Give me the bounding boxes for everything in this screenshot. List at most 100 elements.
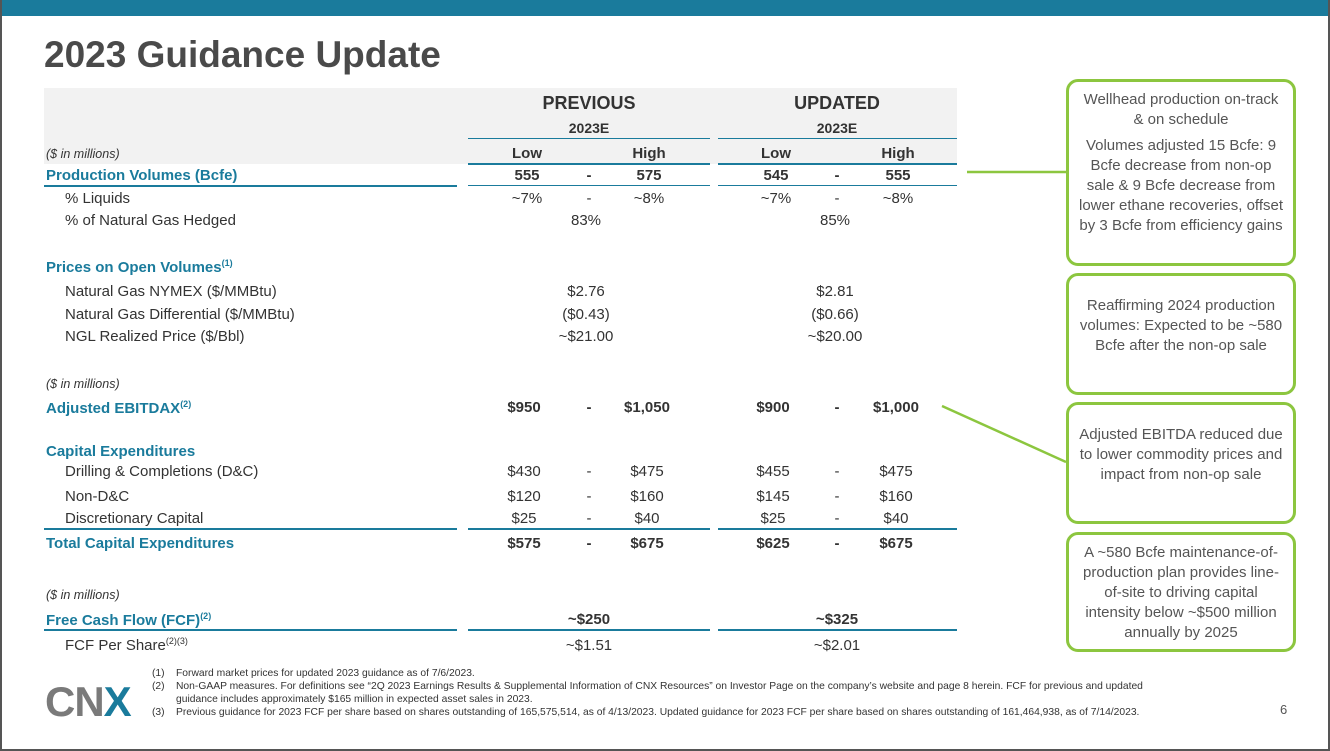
updated-year: 2023E (816, 120, 858, 136)
ebitdax-upd-high: $1,000 (873, 399, 919, 416)
nondc-prev-high: $160 (630, 488, 664, 505)
dc-prev-low: $430 (507, 463, 541, 480)
dc-upd-high: $475 (879, 463, 913, 480)
units-label-3: ($ in millions) (46, 588, 120, 602)
hedged-upd: 85% (819, 212, 851, 229)
cnx-logo: CNX (45, 678, 132, 725)
fcf-per-share-label: FCF Per Share(2)(3) (65, 636, 188, 654)
total-upd-high: $675 (879, 535, 913, 552)
disc-label-rule (44, 528, 457, 530)
ngl-upd: ~$20.00 (807, 328, 863, 345)
prod-upd-low: 545 (763, 167, 789, 184)
prod-prev-low: 555 (514, 167, 540, 184)
callout-maintenance-plan: A ~580 Bcfe maintenance-of-production pl… (1066, 532, 1296, 652)
hedged-prev: 83% (570, 212, 602, 229)
ebitdax-prev-low: $950 (507, 399, 541, 416)
fcfps-prev: ~$1.51 (565, 637, 613, 654)
disc-prev-rule (468, 528, 710, 530)
dc-upd-dash: - (834, 463, 840, 480)
liquids-upd-high: ~8% (882, 190, 914, 207)
ebitdax-prev-high: $1,050 (624, 399, 670, 416)
liquids-prev-dash: - (586, 190, 592, 207)
prev-low-header: Low (512, 145, 542, 162)
connector-ebitdax (941, 404, 1067, 464)
callout-production-line1: Wellhead production on-track & on schedu… (1083, 91, 1279, 128)
callout-2024-text: Reaffirming 2024 production volumes: Exp… (1079, 297, 1283, 354)
nondc-prev-dash: - (586, 488, 592, 505)
callout-production: Wellhead production on-track & on schedu… (1066, 79, 1296, 266)
previous-header: PREVIOUS (542, 93, 636, 113)
updated-header: UPDATED (794, 93, 880, 113)
footnote-3: (3) Previous guidance for 2023 FCF per sh… (152, 707, 1140, 718)
disc-upd-high: $40 (883, 510, 909, 527)
liquids-label: % Liquids (65, 190, 131, 207)
footnote-1: (1) Forward market prices for updated 202… (152, 668, 475, 679)
callout-2024-volumes: Reaffirming 2024 production volumes: Exp… (1066, 273, 1296, 395)
prod-upd-rule (718, 185, 957, 186)
disc-prev-high: $40 (634, 510, 660, 527)
prod-prev-rule (468, 185, 710, 186)
fcf-label-rule (44, 629, 457, 631)
dc-upd-low: $455 (756, 463, 790, 480)
fcf-upd: ~$325 (815, 611, 859, 628)
nondc-label: Non-D&C (65, 488, 130, 505)
liquids-prev-high: ~8% (633, 190, 665, 207)
page-title: 2023 Guidance Update (44, 34, 441, 75)
nondc-upd-dash: - (834, 488, 840, 505)
prod-label-rule (44, 185, 457, 187)
ngl-label: NGL Realized Price ($/Bbl) (65, 328, 245, 345)
dc-prev-dash: - (586, 463, 592, 480)
nondc-prev-low: $120 (507, 488, 541, 505)
prod-upd-dash: - (834, 167, 840, 184)
total-upd-dash: - (834, 535, 840, 552)
fcf-upd-rule (718, 629, 957, 631)
total-prev-low: $575 (507, 535, 541, 552)
disc-upd-dash: - (834, 510, 840, 527)
total-capex-label: Total Capital Expenditures (46, 535, 235, 552)
previous-year: 2023E (568, 120, 610, 136)
production-volumes-label: Production Volumes (Bcfe) (46, 167, 238, 184)
prod-prev-high: 575 (636, 167, 662, 184)
prod-prev-dash: - (586, 167, 592, 184)
liquids-upd-low: ~7% (760, 190, 792, 207)
callout-maintenance-text: A ~580 Bcfe maintenance-of-production pl… (1083, 544, 1279, 641)
differential-prev: ($0.43) (562, 306, 610, 323)
prices-label: Prices on Open Volumes(1) (46, 258, 233, 276)
total-upd-low: $625 (756, 535, 790, 552)
dc-label: Drilling & Completions (D&C) (65, 463, 259, 480)
discretionary-label: Discretionary Capital (65, 510, 204, 527)
ebitdax-label: Adjusted EBITDAX(2) (46, 399, 192, 417)
callout-ebitda: Adjusted EBITDA reduced due to lower com… (1066, 402, 1296, 524)
fcf-label: Free Cash Flow (FCF)(2) (46, 611, 212, 629)
total-prev-high: $675 (630, 535, 664, 552)
nymex-upd: $2.81 (816, 283, 854, 300)
upd-header-rule (718, 163, 957, 165)
differential-upd: ($0.66) (811, 306, 859, 323)
differential-label: Natural Gas Differential ($/MMBtu) (65, 306, 295, 323)
disc-prev-dash: - (586, 510, 592, 527)
prev-header-rule (468, 163, 710, 165)
fcfps-upd: ~$2.01 (813, 637, 861, 654)
dc-prev-high: $475 (630, 463, 664, 480)
liquids-upd-dash: - (834, 190, 840, 207)
footnote-2-cont: guidance includes approximately $165 mil… (176, 694, 533, 705)
liquids-prev-low: ~7% (511, 190, 543, 207)
disc-upd-rule (718, 528, 957, 530)
ebitdax-upd-low: $900 (756, 399, 790, 416)
fcf-prev: ~$250 (567, 611, 611, 628)
ngl-prev: ~$21.00 (558, 328, 614, 345)
capex-label: Capital Expenditures (46, 443, 196, 460)
nymex-label: Natural Gas NYMEX ($/MMBtu) (65, 283, 277, 300)
footnote-2: (2) Non-GAAP measures. For definitions se… (152, 681, 1143, 692)
callout-ebitda-text: Adjusted EBITDA reduced due to lower com… (1079, 426, 1283, 483)
total-prev-dash: - (586, 535, 592, 552)
prev-high-header: High (632, 145, 666, 162)
disc-prev-low: $25 (511, 510, 537, 527)
hedged-label: % of Natural Gas Hedged (65, 212, 236, 229)
upd-low-header: Low (761, 145, 791, 162)
top-accent-bar (2, 0, 1328, 16)
fcf-prev-rule (468, 629, 710, 631)
units-label-2: ($ in millions) (46, 377, 120, 391)
